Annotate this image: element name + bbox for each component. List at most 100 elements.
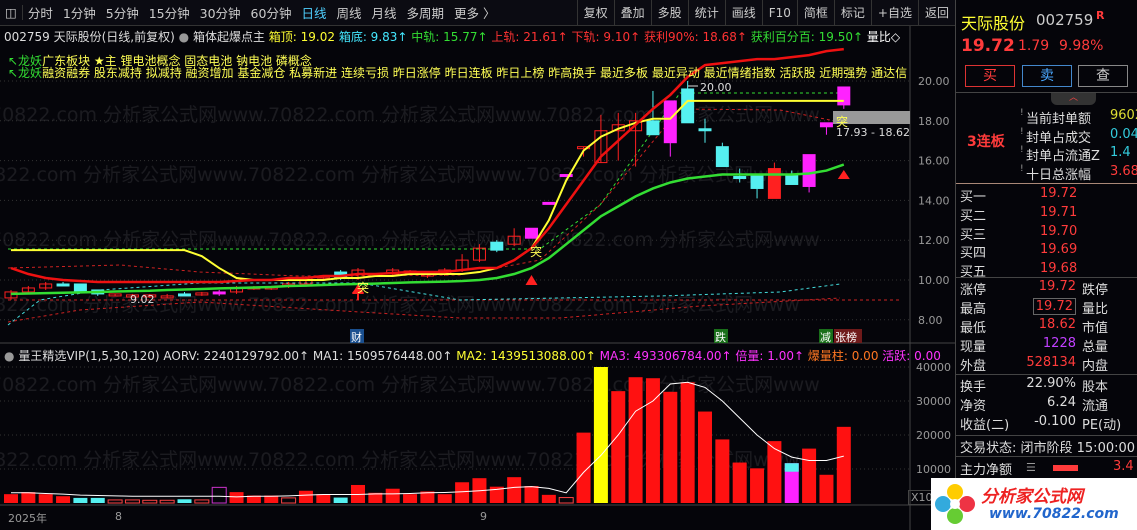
- price-change-pct: 9.98%: [1059, 38, 1104, 54]
- period-tab[interactable]: 更多 〉: [454, 6, 496, 21]
- seal-label: 封单占成交: [1026, 130, 1092, 146]
- pin-icon: !: [1020, 126, 1024, 137]
- vol-ratio-toggle[interactable]: 量比◇: [866, 30, 901, 44]
- volume-tick-label: 20000: [916, 429, 951, 442]
- reduce-tag: 减: [820, 331, 831, 344]
- seal-row: ! 封单占成交 0.04: [960, 126, 1137, 146]
- volume-bar: [21, 492, 36, 503]
- sidebar-toggle-icon[interactable]: ◫: [0, 5, 23, 20]
- logo-url: www.70822.com: [989, 506, 1119, 522]
- period-tab[interactable]: 1分钟: [62, 6, 96, 21]
- candle-body: [594, 130, 608, 164]
- bid-price[interactable]: 19.72: [1040, 186, 1078, 201]
- buy-signal-triangle: [525, 275, 538, 285]
- stock-name: 天际股份: [961, 14, 1026, 33]
- candle-body: [21, 287, 35, 293]
- candle-body: [56, 283, 70, 287]
- seal-row: ! 封单占流通Z 1.4: [960, 145, 1136, 164]
- bid-price[interactable]: 19.70: [1040, 223, 1078, 239]
- indicator-dropdown[interactable]: ●: [178, 30, 193, 44]
- lower-track: 下轨: 9.10↑: [571, 30, 641, 44]
- toolbar-button[interactable]: 画线: [724, 0, 762, 26]
- volume-bar: [645, 378, 660, 503]
- bid-price[interactable]: 19.68: [1040, 261, 1078, 277]
- toolbar-button[interactable]: 复权: [576, 0, 614, 26]
- buy-button[interactable]: 买: [965, 65, 1015, 87]
- period-tab[interactable]: 日线: [301, 6, 327, 21]
- candle-body: [819, 122, 833, 128]
- query-button[interactable]: 查: [1078, 65, 1128, 87]
- toolbar-button[interactable]: 返回: [917, 0, 955, 26]
- stat-value: 6.24: [1047, 395, 1076, 410]
- collapse-chevron-icon[interactable]: ︿: [1051, 93, 1096, 105]
- site-logo: 分析家公式网 www.70822.com: [931, 478, 1137, 530]
- stat-value: -0.100: [1034, 414, 1076, 429]
- stats2-row: 换手 22.90% 股本: [960, 376, 1136, 395]
- green-ma-line: [10, 163, 845, 296]
- candle-body: [767, 168, 781, 199]
- period-tab[interactable]: 月线: [371, 6, 397, 21]
- arrow-up-icon: [351, 285, 365, 300]
- fall-tag: 跌: [715, 330, 726, 344]
- volume-bar: [784, 463, 799, 503]
- period-tab[interactable]: 30分钟: [199, 6, 241, 21]
- period-tab[interactable]: 多周期: [406, 6, 445, 21]
- trade-status: 交易状态: 闭市阶段 15:00:00: [960, 441, 1136, 456]
- logo-text: 分析家公式网: [981, 487, 1083, 507]
- concept-tags-1: ↖龙妖广东板块 ★主 锂电池概念 固态电池 钠电池 磷概念: [8, 52, 312, 69]
- bid-label: 买四: [960, 246, 987, 262]
- candle-body: [733, 176, 747, 180]
- aorv: AORV: 2240129792.00↑: [163, 349, 310, 363]
- kline-chart[interactable]: 8.00 10.00 12.00 14.00 16.00 18.00 20.00 10000 2…: [0, 0, 955, 530]
- volume-tick-label: 40000: [916, 361, 951, 374]
- toolbar-button[interactable]: 统计: [687, 0, 725, 26]
- toolbar-button[interactable]: 简框: [796, 0, 834, 26]
- period-tab[interactable]: 60分钟: [250, 6, 292, 21]
- volume-tick-label: 10000: [916, 463, 951, 476]
- profit-90: 获利90%: 18.68↑: [643, 30, 747, 44]
- bid-price[interactable]: 19.71: [1040, 204, 1078, 220]
- sell-button[interactable]: 卖: [1022, 65, 1072, 87]
- volume-bar: [351, 484, 365, 503]
- toolbar-button[interactable]: 标记: [833, 0, 871, 26]
- volume-bar: [819, 474, 834, 503]
- seal-value: 1.4: [1110, 145, 1131, 160]
- main-net-value: 3.4: [1113, 459, 1134, 474]
- seal-value: 9602: [1110, 108, 1137, 123]
- date-sep: 9: [480, 510, 487, 523]
- date-aug: 8: [115, 510, 122, 523]
- stat-value: 19.72: [1038, 279, 1076, 294]
- flower-logo-icon: [935, 484, 975, 524]
- stats-row: 最低 18.62 市值: [960, 317, 1136, 336]
- bid-label: 买二: [960, 208, 987, 224]
- list-icon[interactable]: ☰: [1026, 461, 1036, 474]
- indicator-name[interactable]: 箱体起爆点主: [192, 30, 265, 44]
- toolbar-button[interactable]: F10: [761, 0, 797, 26]
- volume-bar: [611, 391, 626, 503]
- period-tab[interactable]: 5分钟: [105, 6, 139, 21]
- volume-bar: [576, 432, 591, 503]
- candle-body: [472, 247, 486, 261]
- indicator-dropdown-icon[interactable]: ●: [4, 349, 15, 363]
- bid-label: 买一: [960, 190, 987, 205]
- candle-body: [195, 292, 209, 296]
- period-tab[interactable]: 周线: [336, 6, 362, 21]
- stats2-row: 收益(二) -0.100 PE(动): [960, 414, 1136, 433]
- toolbar-button[interactable]: 叠加: [613, 0, 651, 26]
- candle-body: [785, 174, 799, 185]
- volume-bar: [403, 494, 418, 503]
- candle-body: [802, 154, 816, 187]
- lower-band-dashed-line: [7, 297, 841, 323]
- volume-bar: [437, 494, 452, 503]
- candle-body: [125, 294, 139, 298]
- period-tab[interactable]: 分时: [27, 6, 53, 21]
- seal-row: !当前封单额 9602: [960, 108, 1137, 127]
- bids-row: 买二 19.71: [960, 205, 1136, 224]
- bids-row: 买三 19.70: [960, 224, 1136, 243]
- period-tab[interactable]: 15分钟: [148, 6, 190, 21]
- volume-indicator-name[interactable]: 量王精选VIP(1,5,30,120): [18, 349, 160, 363]
- bid-price[interactable]: 19.69: [1040, 242, 1078, 258]
- volume-bar: [177, 499, 192, 503]
- toolbar-button[interactable]: +自选: [870, 0, 918, 26]
- toolbar-button[interactable]: 多股: [650, 0, 688, 26]
